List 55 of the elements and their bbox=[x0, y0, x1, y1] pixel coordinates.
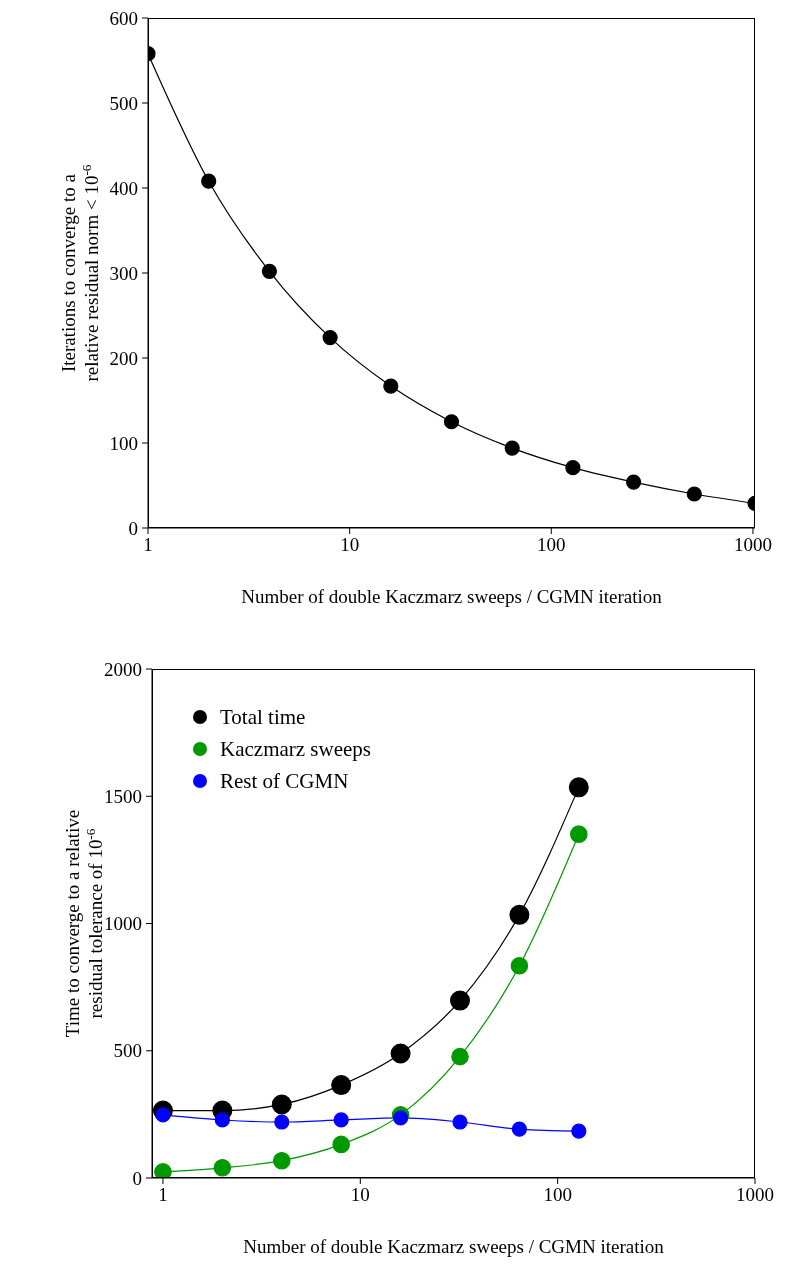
point bbox=[383, 378, 399, 394]
point bbox=[686, 486, 702, 502]
point bbox=[154, 1163, 172, 1178]
legend-label: Total time bbox=[220, 704, 306, 731]
legend-label: Kaczmarz sweeps bbox=[220, 736, 371, 763]
x-tick-label: 10 bbox=[350, 1184, 370, 1206]
point bbox=[392, 1110, 409, 1126]
x-tick-label: 1 bbox=[143, 534, 153, 556]
point bbox=[272, 1151, 291, 1170]
point bbox=[511, 1121, 527, 1137]
y-tick-label: 400 bbox=[109, 177, 138, 199]
point bbox=[504, 440, 520, 456]
point bbox=[213, 1159, 232, 1177]
x-tick-label: 1000 bbox=[736, 1184, 774, 1206]
y-tick-label: 1500 bbox=[104, 785, 142, 807]
point bbox=[322, 330, 338, 346]
x-axis-title: Number of double Kaczmarz sweeps / CGMN iteration bbox=[243, 1235, 665, 1257]
point bbox=[571, 1123, 587, 1139]
y-tick-label: 300 bbox=[109, 262, 138, 284]
x-axis-title: Number of double Kaczmarz sweeps / CGMN iteration bbox=[241, 585, 663, 607]
point bbox=[570, 825, 588, 843]
point bbox=[274, 1114, 290, 1130]
point bbox=[390, 1043, 411, 1064]
x-tick-label: 1000 bbox=[733, 534, 772, 556]
point bbox=[449, 990, 470, 1011]
point bbox=[565, 460, 581, 476]
y-tick-label: 100 bbox=[109, 432, 138, 454]
point bbox=[331, 1075, 352, 1096]
point bbox=[155, 1107, 171, 1123]
point bbox=[261, 263, 277, 279]
point bbox=[201, 173, 217, 189]
x-tick-label: 100 bbox=[537, 534, 566, 556]
x-tick-label: 10 bbox=[340, 534, 360, 556]
point bbox=[626, 474, 642, 490]
y-tick-label: 2000 bbox=[104, 658, 142, 680]
point bbox=[333, 1112, 349, 1128]
y-tick-label: 200 bbox=[109, 347, 138, 369]
point bbox=[214, 1112, 230, 1128]
point bbox=[443, 414, 460, 430]
y-tick-label: 0 bbox=[132, 1167, 142, 1189]
point bbox=[451, 1047, 469, 1066]
legend-label: Rest of CGMN bbox=[220, 768, 349, 795]
x-tick-label: 100 bbox=[543, 1184, 572, 1206]
y-tick-label: 500 bbox=[109, 92, 138, 114]
point bbox=[271, 1094, 292, 1115]
y-tick-label: 1000 bbox=[104, 913, 142, 935]
y-tick-label: 0 bbox=[128, 517, 138, 539]
point bbox=[510, 956, 529, 975]
point bbox=[452, 1114, 468, 1130]
y-tick-label: 600 bbox=[109, 7, 138, 29]
point bbox=[332, 1135, 350, 1154]
y-tick-label: 500 bbox=[113, 1040, 142, 1062]
point bbox=[509, 904, 530, 925]
x-tick-label: 1 bbox=[158, 1184, 168, 1206]
point bbox=[568, 777, 589, 798]
